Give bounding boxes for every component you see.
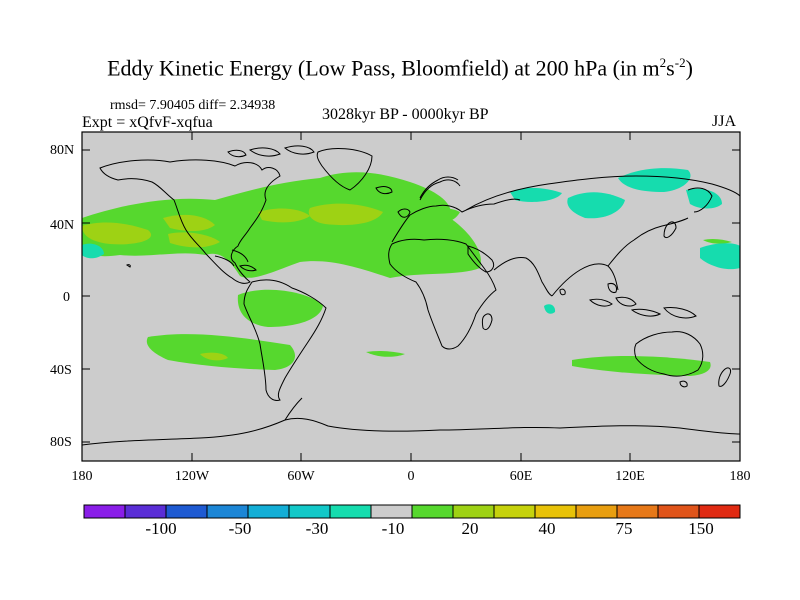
y-tick-80n: 80N — [50, 143, 75, 158]
colorbar-swatch — [124, 504, 167, 519]
period-label: 3028kyr BP - 0000kyr BP — [322, 106, 489, 123]
colorbar-swatch — [165, 504, 208, 519]
positive-anomaly-regions — [82, 172, 732, 376]
x-tick-60w: 60W — [287, 469, 315, 484]
colorbar-swatch — [288, 504, 331, 519]
colorbar-swatch — [493, 504, 536, 519]
y-tick-40n: 40N — [50, 218, 75, 233]
y-tick-0: 0 — [63, 290, 70, 305]
colorbar-swatch — [657, 504, 700, 519]
colorbar-swatch — [411, 504, 454, 519]
colorbar-swatch — [616, 504, 659, 519]
x-tick-60e: 60E — [509, 469, 533, 484]
colorbar-swatch — [452, 504, 495, 519]
x-tick-0: 0 — [407, 469, 415, 484]
coastlines — [82, 145, 740, 446]
stats-label: rmsd= 7.90405 diff= 2.34938 — [110, 98, 276, 113]
colorbar-swatch — [83, 504, 126, 519]
colorbar — [83, 504, 741, 519]
colorbar-swatch — [247, 504, 290, 519]
colorbar-label: -50 — [228, 519, 252, 538]
colorbar-label: -100 — [145, 519, 177, 538]
y-tick-80s: 80S — [50, 435, 72, 450]
y-tick-40s: 40S — [50, 363, 72, 378]
colorbar-swatch — [698, 504, 741, 519]
colorbar-label: 20 — [461, 519, 479, 538]
x-tick-180e: 180 — [729, 469, 751, 484]
x-tick-180w: 180 — [71, 469, 93, 484]
colorbar-swatch — [329, 504, 372, 519]
x-tick-120e: 120E — [615, 469, 645, 484]
colorbar-label: 75 — [615, 519, 633, 538]
colorbar-swatch — [370, 504, 413, 519]
colorbar-label: 150 — [688, 519, 714, 538]
negative-anomaly-regions — [82, 168, 740, 314]
axis-ticks — [82, 132, 740, 461]
colorbar-swatch — [534, 504, 577, 519]
experiment-label: Expt = xQfvF-xqfua — [82, 114, 213, 131]
colorbar-label: -30 — [305, 519, 329, 538]
colorbar-swatch — [575, 504, 618, 519]
x-tick-120w: 120W — [174, 469, 210, 484]
plot-title: Eddy Kinetic Energy (Low Pass, Bloomfiel… — [107, 55, 693, 81]
colorbar-label: 40 — [538, 519, 556, 538]
colorbar-swatch — [206, 504, 249, 519]
colorbar-label: -10 — [381, 519, 405, 538]
season-label: JJA — [712, 113, 737, 130]
